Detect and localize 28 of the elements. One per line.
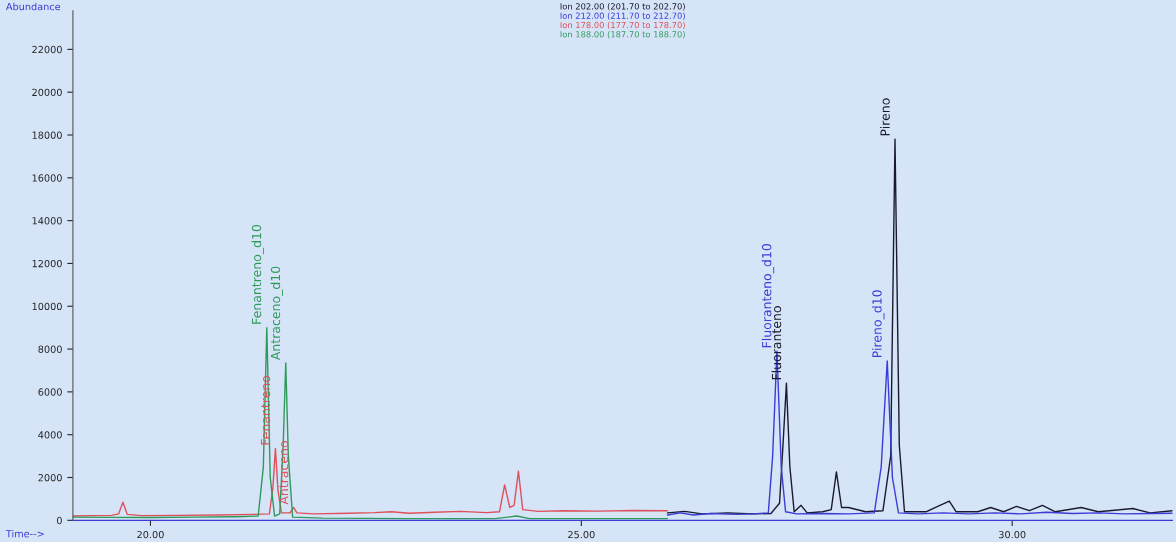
text: Ion 178.00 (177.70 to 178.70) [560, 21, 685, 30]
y-tick-label: 20000 [32, 88, 62, 97]
annotation: Antraceno [279, 441, 289, 505]
x-tick-label: 30.00 [999, 530, 1026, 539]
y-tick-label: 8000 [38, 345, 62, 353]
x-tick-label: 20.00 [137, 530, 164, 539]
annotation: Antraceno_d10 [270, 266, 283, 361]
annotation: Pireno_d10 [872, 290, 885, 358]
y-tick-label: 2000 [38, 473, 62, 482]
text: Ion 202.00 (201.70 to 202.70) [560, 3, 685, 11]
y-tick-label: 12000 [32, 259, 62, 268]
y-tick-label: 6000 [38, 388, 62, 396]
x-axis-title: Time--> [5, 529, 44, 538]
annotation: Pireno [880, 98, 890, 136]
y-tick-label: 14000 [32, 217, 62, 225]
y-tick-label: 0 [56, 516, 62, 525]
annotation: Fenantreno_d10 [251, 224, 265, 324]
x-tick-label: 25.00 [568, 530, 595, 539]
y-tick-label: 16000 [32, 174, 62, 182]
text: Ion 212.00 (211.70 to 212.70) [560, 12, 685, 20]
line-series [666, 138, 1173, 515]
y-axis-title: Abundance [5, 2, 61, 11]
y-tick-label: 10000 [32, 302, 62, 311]
y-tick-label: 22000 [32, 45, 62, 54]
annotation: Fenantreno [260, 375, 271, 445]
y-tick-label: 18000 [32, 131, 62, 139]
y-tick-label: 4000 [38, 431, 62, 439]
text: Ion 188.00 (187.70 to 188.70) [560, 31, 685, 39]
